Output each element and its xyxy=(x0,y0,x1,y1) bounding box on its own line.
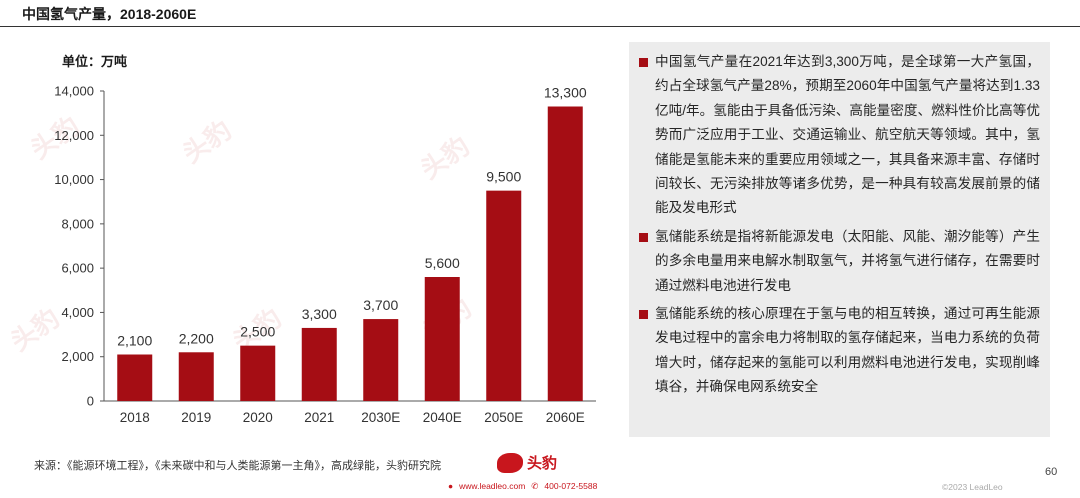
x-tick-label: 2050E xyxy=(484,410,523,425)
page-number: 60 xyxy=(1045,466,1058,478)
bullet-item: 氢储能系统是指将新能源发电（太阳能、风能、潮汐能等）产生的多余电量用来电解水制取… xyxy=(639,225,1040,298)
y-tick-label: 6,000 xyxy=(61,261,94,276)
data-label: 3,300 xyxy=(302,306,337,322)
x-tick-label: 2030E xyxy=(361,410,400,425)
bullet-text: 氢储能系统是指将新能源发电（太阳能、风能、潮汐能等）产生的多余电量用来电解水制取… xyxy=(655,228,1040,293)
bar xyxy=(301,327,337,401)
bar xyxy=(117,354,153,401)
bar-chart: 0 2,000 4,000 6,000 8,000 10,000 12,000 14,000 2… xyxy=(54,84,596,425)
bullet-item: 中国氢气产量在2021年达到3,300万吨，是全球第一大产氢国，约占全球氢气产量… xyxy=(639,50,1040,221)
data-label: 5,600 xyxy=(425,255,460,271)
bar xyxy=(363,319,399,401)
data-label: 2,200 xyxy=(179,330,214,346)
bullet-text: 中国氢气产量在2021年达到3,300万吨，是全球第一大产氢国，约占全球氢气产量… xyxy=(655,54,1040,216)
x-tick-label: 2021 xyxy=(304,410,334,425)
description-panel: 中国氢气产量在2021年达到3,300万吨，是全球第一大产氢国，约占全球氢气产量… xyxy=(629,42,1050,437)
phone-number: 400-072-5588 xyxy=(544,481,598,491)
bar xyxy=(486,190,522,401)
data-label: 13,300 xyxy=(544,85,587,101)
globe-icon: ● xyxy=(448,481,454,491)
leopard-logo-icon xyxy=(497,452,523,473)
square-bullet-icon xyxy=(639,58,648,67)
y-tick-label: 10,000 xyxy=(54,172,94,187)
y-tick-label: 12,000 xyxy=(54,128,94,143)
contact-info: ● www.leadleo.com ✆ 400-072-5588 xyxy=(448,481,597,492)
data-label: 2,500 xyxy=(240,324,275,340)
y-tick-label: 4,000 xyxy=(61,305,94,320)
bar xyxy=(424,277,460,401)
bar xyxy=(178,352,214,401)
y-tick-label: 0 xyxy=(87,394,94,409)
website-link[interactable]: www.leadleo.com xyxy=(459,481,526,491)
data-label: 3,700 xyxy=(363,297,398,313)
bullet-item: 氢储能系统的核心原理在于氢与电的相互转换，通过可再生能源发电过程中的富余电力将制… xyxy=(639,302,1040,400)
page-title: 中国氢气产量，2018-2060E xyxy=(22,6,197,22)
data-label: 9,500 xyxy=(486,169,521,185)
bar xyxy=(240,345,276,401)
logo-text: 头豹 xyxy=(527,455,558,472)
x-tick-label: 2018 xyxy=(120,410,150,425)
bullet-text: 氢储能系统的核心原理在于氢与电的相互转换，通过可再生能源发电过程中的富余电力将制… xyxy=(655,306,1040,395)
source-note: 来源：《能源环境工程》，《未来碳中和与人类能源第一主角》，高成绿能，头豹研究院 xyxy=(34,460,441,472)
square-bullet-icon xyxy=(639,232,648,242)
data-label: 2,100 xyxy=(117,333,152,349)
copyright: ©2023 LeadLeo xyxy=(942,482,1003,492)
x-tick-label: 2020 xyxy=(243,410,273,425)
y-tick-label: 2,000 xyxy=(61,349,94,364)
y-tick-label: 14,000 xyxy=(54,84,94,99)
square-bullet-icon xyxy=(639,310,648,320)
x-tick-label: 2040E xyxy=(423,410,462,425)
title-divider xyxy=(0,26,1080,27)
x-tick-label: 2060E xyxy=(546,410,585,425)
brand-logo: 头豹 xyxy=(497,452,557,473)
bar xyxy=(547,106,583,401)
phone-icon: ✆ xyxy=(531,481,539,491)
x-tick-label: 2019 xyxy=(181,410,211,425)
y-tick-label: 8,000 xyxy=(61,216,94,231)
unit-label: 单位：万吨 xyxy=(62,54,128,69)
